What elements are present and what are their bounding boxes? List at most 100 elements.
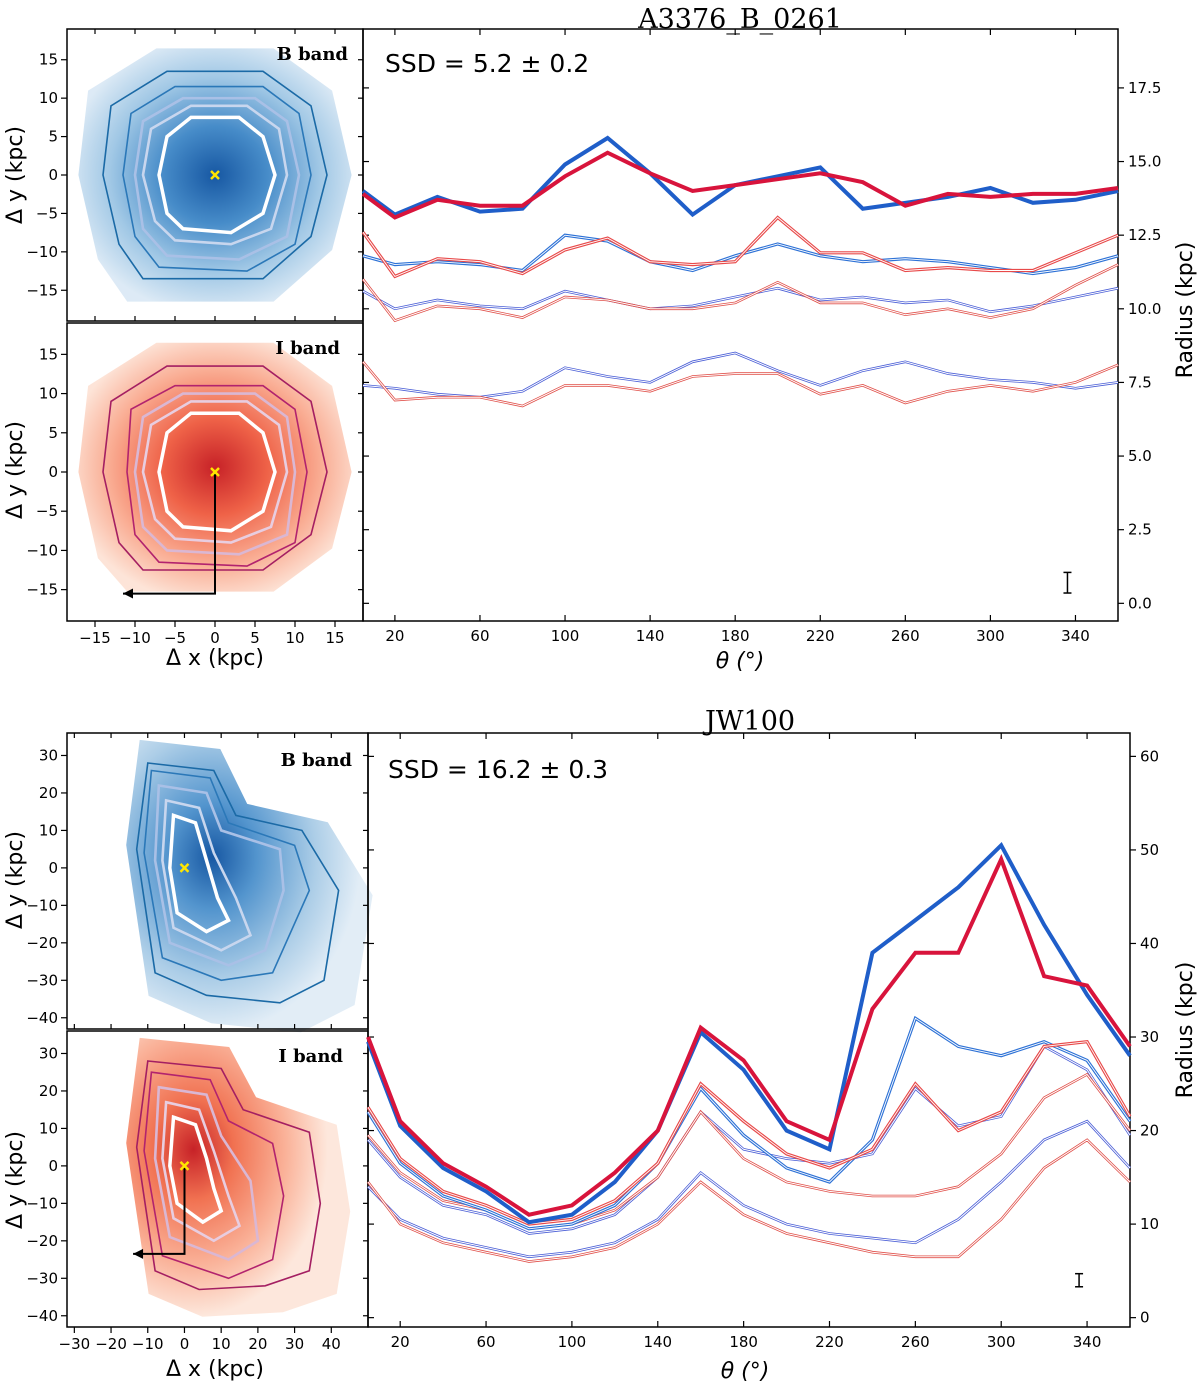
map-y-tick-label: 0 (48, 1157, 58, 1175)
map-y-tick-label: −10 (26, 896, 58, 914)
map-x-tick-label: −5 (164, 629, 186, 647)
theta-xlabel-bottom: θ (°) (721, 1359, 770, 1384)
map-y-tick-label: 10 (39, 1119, 58, 1137)
map-ylabel-top-i: Δ y (kpc) (3, 421, 28, 519)
series-line-core-i-level-4 (367, 1139, 1131, 1263)
direction-arrow (133, 1165, 186, 1255)
map-y-tick-label: 5 (48, 128, 58, 146)
x-tick-label: 140 (636, 627, 665, 645)
x-tick-label: 260 (891, 627, 920, 645)
x-tick-label: 100 (551, 627, 580, 645)
isophote-contour-3 (133, 96, 301, 261)
map-y-tick-label: 10 (39, 89, 58, 107)
arrow-head (123, 588, 133, 599)
map-y-tick-label: −10 (26, 243, 58, 261)
x-tick-label: 20 (385, 627, 404, 645)
isophote-contour-2 (161, 798, 253, 952)
map-xlabel-bottom: Δ x (kpc) (166, 1357, 264, 1382)
series-line-core-b-level-4 (367, 1120, 1131, 1258)
map-jw100-b-band: B band −40 −30 −20 −10 0 10 20 30 (26, 732, 373, 1033)
radius-chart-a3376: 20 60 100 140 180 220 260 300 340 0.0 2.5 5.0 7.5 10.… (361, 28, 1161, 645)
x-tick-label: 20 (391, 1333, 410, 1351)
series-line-b-level-1 (366, 842, 1132, 1225)
map-y-tick-label: 20 (39, 784, 58, 802)
isophote-contour-5 (102, 365, 328, 571)
map-x-tick-label: −20 (95, 1335, 127, 1353)
y-tick-label: 0 (1140, 1309, 1150, 1327)
isophote-contour-2 (141, 400, 289, 544)
y-tick-label: 0.0 (1128, 594, 1152, 612)
isophote-contour-3 (133, 392, 297, 556)
map-ylabel-bottom-i: Δ y (kpc) (3, 1131, 28, 1229)
band-label-b: B band (281, 750, 353, 771)
isophote-contour-1 (168, 813, 231, 934)
center-marker (210, 170, 220, 180)
y-tick-label: 7.5 (1128, 373, 1152, 391)
center-marker (179, 863, 190, 873)
map-x-tick-label: −10 (132, 1335, 164, 1353)
y-tick-label: 12.5 (1128, 226, 1161, 244)
map-y-tick-label: 10 (39, 385, 58, 403)
direction-arrow (123, 472, 216, 595)
y-tick-label: 5.0 (1128, 447, 1152, 465)
y-tick-label: 40 (1140, 934, 1159, 952)
center-marker (210, 467, 220, 477)
map-y-tick-label: 30 (39, 746, 58, 764)
map-y-tick-label: 0 (48, 166, 58, 184)
map-y-tick-label: −30 (26, 971, 58, 989)
series-line-core-b-level-2 (362, 234, 1119, 274)
x-tick-label: 220 (815, 1333, 844, 1351)
theta-xlabel-top: θ (°) (716, 649, 765, 674)
isophote-contour-3 (153, 1085, 260, 1262)
map-y-tick-label: −40 (26, 1009, 58, 1027)
x-tick-label: 100 (558, 1333, 587, 1351)
map-x-tick-label: 30 (285, 1335, 304, 1353)
map-a3376-i-band: I band −15 −10 −5 0 5 10 15 −15 −10 −5 0 5 10 15 (26, 322, 364, 647)
isophote-contour-5 (102, 70, 328, 280)
isophote-contour-1 (157, 115, 277, 235)
isophote-contour-1 (157, 411, 277, 533)
map-x-tick-label: 0 (210, 629, 220, 647)
map-x-tick-label: −15 (79, 629, 111, 647)
map-x-tick-label: 40 (322, 1335, 341, 1353)
map-a3376-b-band: B band −15 −10 −5 0 5 10 15 (26, 28, 364, 322)
chart-title-top: A3376_B_0261 (637, 4, 842, 35)
series-line-core-i-level-3 (362, 264, 1119, 322)
arrow-head (133, 1248, 144, 1259)
radius-chart-jw100: 20 60 100 140 180 220 260 300 340 0 10 20 30 40 50 60 (366, 732, 1159, 1351)
map-y-tick-label: −40 (26, 1307, 58, 1325)
series-line-b-level-1 (361, 135, 1119, 218)
isophote-contour-1 (168, 1114, 224, 1225)
y-tick-label: 2.5 (1128, 521, 1152, 539)
map-y-tick-label: 15 (39, 345, 58, 363)
isophote-contour-4 (126, 384, 308, 567)
galaxy-flux-map (126, 739, 373, 1033)
y-tick-label: 10.0 (1128, 300, 1161, 318)
map-ylabel-bottom-b: Δ y (kpc) (3, 831, 28, 929)
y-tick-label: 15.0 (1128, 153, 1161, 171)
map-y-tick-label: −15 (26, 281, 58, 299)
map-y-tick-label: −20 (26, 1232, 58, 1250)
series-line-core-i-level-2 (362, 216, 1119, 277)
map-x-tick-label: 5 (250, 629, 260, 647)
y-tick-label: 20 (1140, 1122, 1159, 1140)
y-tick-label: 60 (1140, 747, 1159, 765)
y-tick-label: 50 (1140, 841, 1159, 859)
map-y-tick-label: −5 (36, 204, 58, 222)
series-line-core-i-level-2 (367, 1041, 1131, 1225)
map-y-tick-label: −10 (26, 1194, 58, 1212)
series-line-core-b-level-3 (362, 287, 1119, 313)
map-ylabel-top-b: Δ y (kpc) (3, 126, 28, 224)
band-label-i: I band (278, 1046, 343, 1067)
x-tick-label: 140 (643, 1333, 672, 1351)
galaxy-flux-map (126, 1037, 351, 1317)
x-tick-label: 260 (901, 1333, 930, 1351)
center-marker (179, 1161, 190, 1171)
isophote-contour-4 (143, 1071, 285, 1280)
radius-ylabel-bottom: Radius (kpc) (1173, 962, 1198, 1099)
map-x-tick-label: 15 (325, 629, 344, 647)
map-x-tick-label: −30 (59, 1335, 91, 1353)
plot-frame (362, 28, 1119, 622)
x-tick-label: 340 (1073, 1333, 1102, 1351)
radius-ylabel-top: Radius (kpc) (1173, 242, 1198, 379)
